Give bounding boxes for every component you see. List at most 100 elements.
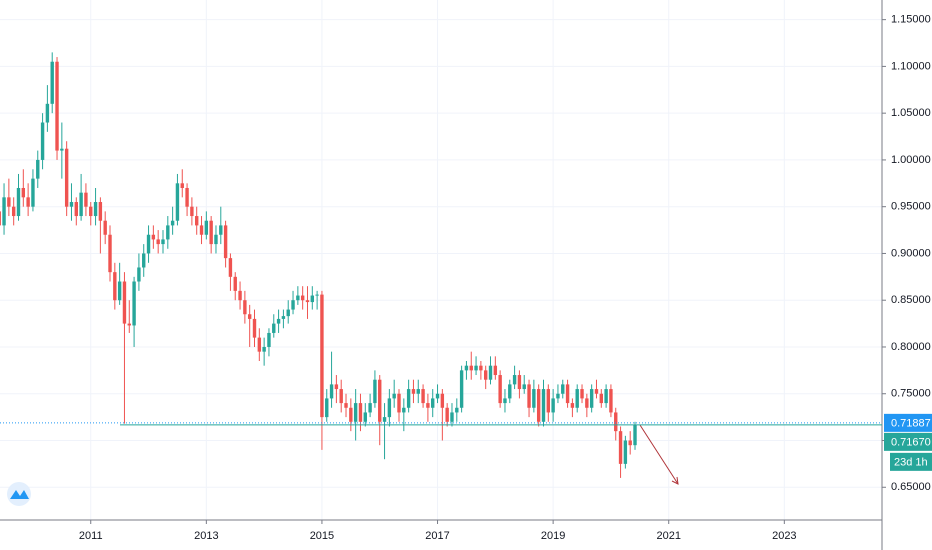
- candle-body: [166, 225, 170, 240]
- candle-body: [262, 346, 266, 352]
- candle-body: [599, 393, 603, 404]
- candle-body: [498, 375, 502, 404]
- candle-body: [421, 389, 425, 404]
- y-tick-label: 1.05000: [891, 107, 931, 119]
- y-tick-label: 0.65000: [891, 481, 931, 493]
- candle-body: [455, 407, 459, 413]
- candle-body: [84, 192, 88, 207]
- candle-body: [474, 365, 478, 371]
- candle-body: [339, 389, 343, 404]
- x-tick-label: 2023: [772, 530, 796, 542]
- candle-body: [113, 272, 117, 301]
- candle-body: [483, 370, 488, 380]
- candle-body: [137, 267, 141, 282]
- candle-body: [11, 206, 16, 217]
- candle-body: [450, 412, 454, 422]
- candle-body: [305, 300, 310, 303]
- candle-body: [378, 379, 382, 422]
- candle-body: [628, 440, 632, 446]
- candle-body: [508, 384, 512, 399]
- candle-body: [108, 234, 112, 273]
- candle-body: [532, 389, 536, 408]
- candle-body: [353, 403, 358, 422]
- candle-body: [392, 393, 396, 399]
- candle-body: [459, 370, 464, 408]
- candle-body: [185, 187, 189, 207]
- candle-body: [541, 389, 546, 422]
- candle-body: [272, 323, 276, 333]
- candle-body: [300, 295, 305, 301]
- logo: [7, 482, 31, 506]
- candle-body: [493, 365, 498, 376]
- candle-body: [214, 234, 218, 245]
- x-tick-label: 2011: [79, 530, 103, 542]
- candle-body: [170, 220, 175, 226]
- candle-body: [291, 300, 295, 310]
- candle-body: [281, 316, 286, 319]
- candle-body: [199, 225, 204, 235]
- arrow-line: [639, 424, 679, 485]
- candle-body: [445, 407, 449, 422]
- candle-body: [527, 384, 531, 408]
- candle-body: [89, 206, 93, 217]
- candle-body: [440, 393, 445, 408]
- y-tick-label: 1.15000: [891, 14, 931, 26]
- price-label: 0.71887: [891, 417, 931, 429]
- candle-body: [180, 183, 184, 188]
- candle-body: [479, 365, 483, 371]
- candle-body: [315, 294, 319, 296]
- candle-body: [633, 424, 637, 446]
- candle-body: [397, 393, 401, 413]
- candle-body: [247, 314, 252, 319]
- candle-body: [233, 276, 237, 291]
- candle-body: [325, 398, 329, 418]
- candle-body: [623, 440, 628, 464]
- candle-body: [122, 281, 127, 324]
- candle-body: [79, 192, 83, 217]
- candle-body: [320, 294, 324, 418]
- candle-body: [142, 253, 146, 268]
- candle-body: [50, 61, 54, 104]
- countdown: 23d 1h: [894, 456, 928, 468]
- candle-body: [7, 197, 11, 207]
- candle-body: [21, 187, 26, 198]
- candle-body: [93, 202, 98, 217]
- candle-body: [0, 211, 1, 226]
- candle-body: [151, 234, 156, 240]
- candle-body: [64, 148, 69, 207]
- candle-body: [503, 398, 507, 404]
- candle-body: [243, 300, 247, 315]
- candle-body: [228, 258, 233, 277]
- candle-body: [368, 403, 372, 413]
- candle-body: [132, 281, 136, 326]
- candle-body: [146, 234, 151, 254]
- candle-body: [536, 389, 541, 422]
- candle-body: [431, 398, 435, 408]
- candle-body: [387, 398, 392, 418]
- candle-body: [40, 122, 45, 160]
- overlay: 0.650000.700000.750000.800000.850000.900…: [0, 14, 932, 542]
- candle-body: [517, 375, 522, 390]
- candle-body: [74, 202, 78, 217]
- candle-body: [209, 220, 213, 245]
- candle-body: [195, 216, 199, 226]
- candle-body: [469, 365, 473, 371]
- candle-body: [426, 403, 430, 408]
- candle-body: [31, 178, 35, 207]
- x-tick-label: 2013: [194, 530, 218, 542]
- x-tick-label: 2015: [310, 530, 334, 542]
- y-tick-label: 0.95000: [891, 201, 931, 213]
- candle-body: [334, 384, 339, 390]
- candle-body: [238, 290, 242, 301]
- price-label-box: [884, 432, 932, 451]
- candle-body: [55, 61, 59, 151]
- candle-body: [589, 389, 594, 408]
- price-label: 0.71670: [891, 436, 931, 448]
- candle-body: [310, 295, 315, 303]
- candle-body: [551, 398, 555, 413]
- candle-body: [252, 318, 257, 338]
- candle-body: [382, 417, 387, 422]
- y-tick-label: 0.80000: [891, 341, 931, 353]
